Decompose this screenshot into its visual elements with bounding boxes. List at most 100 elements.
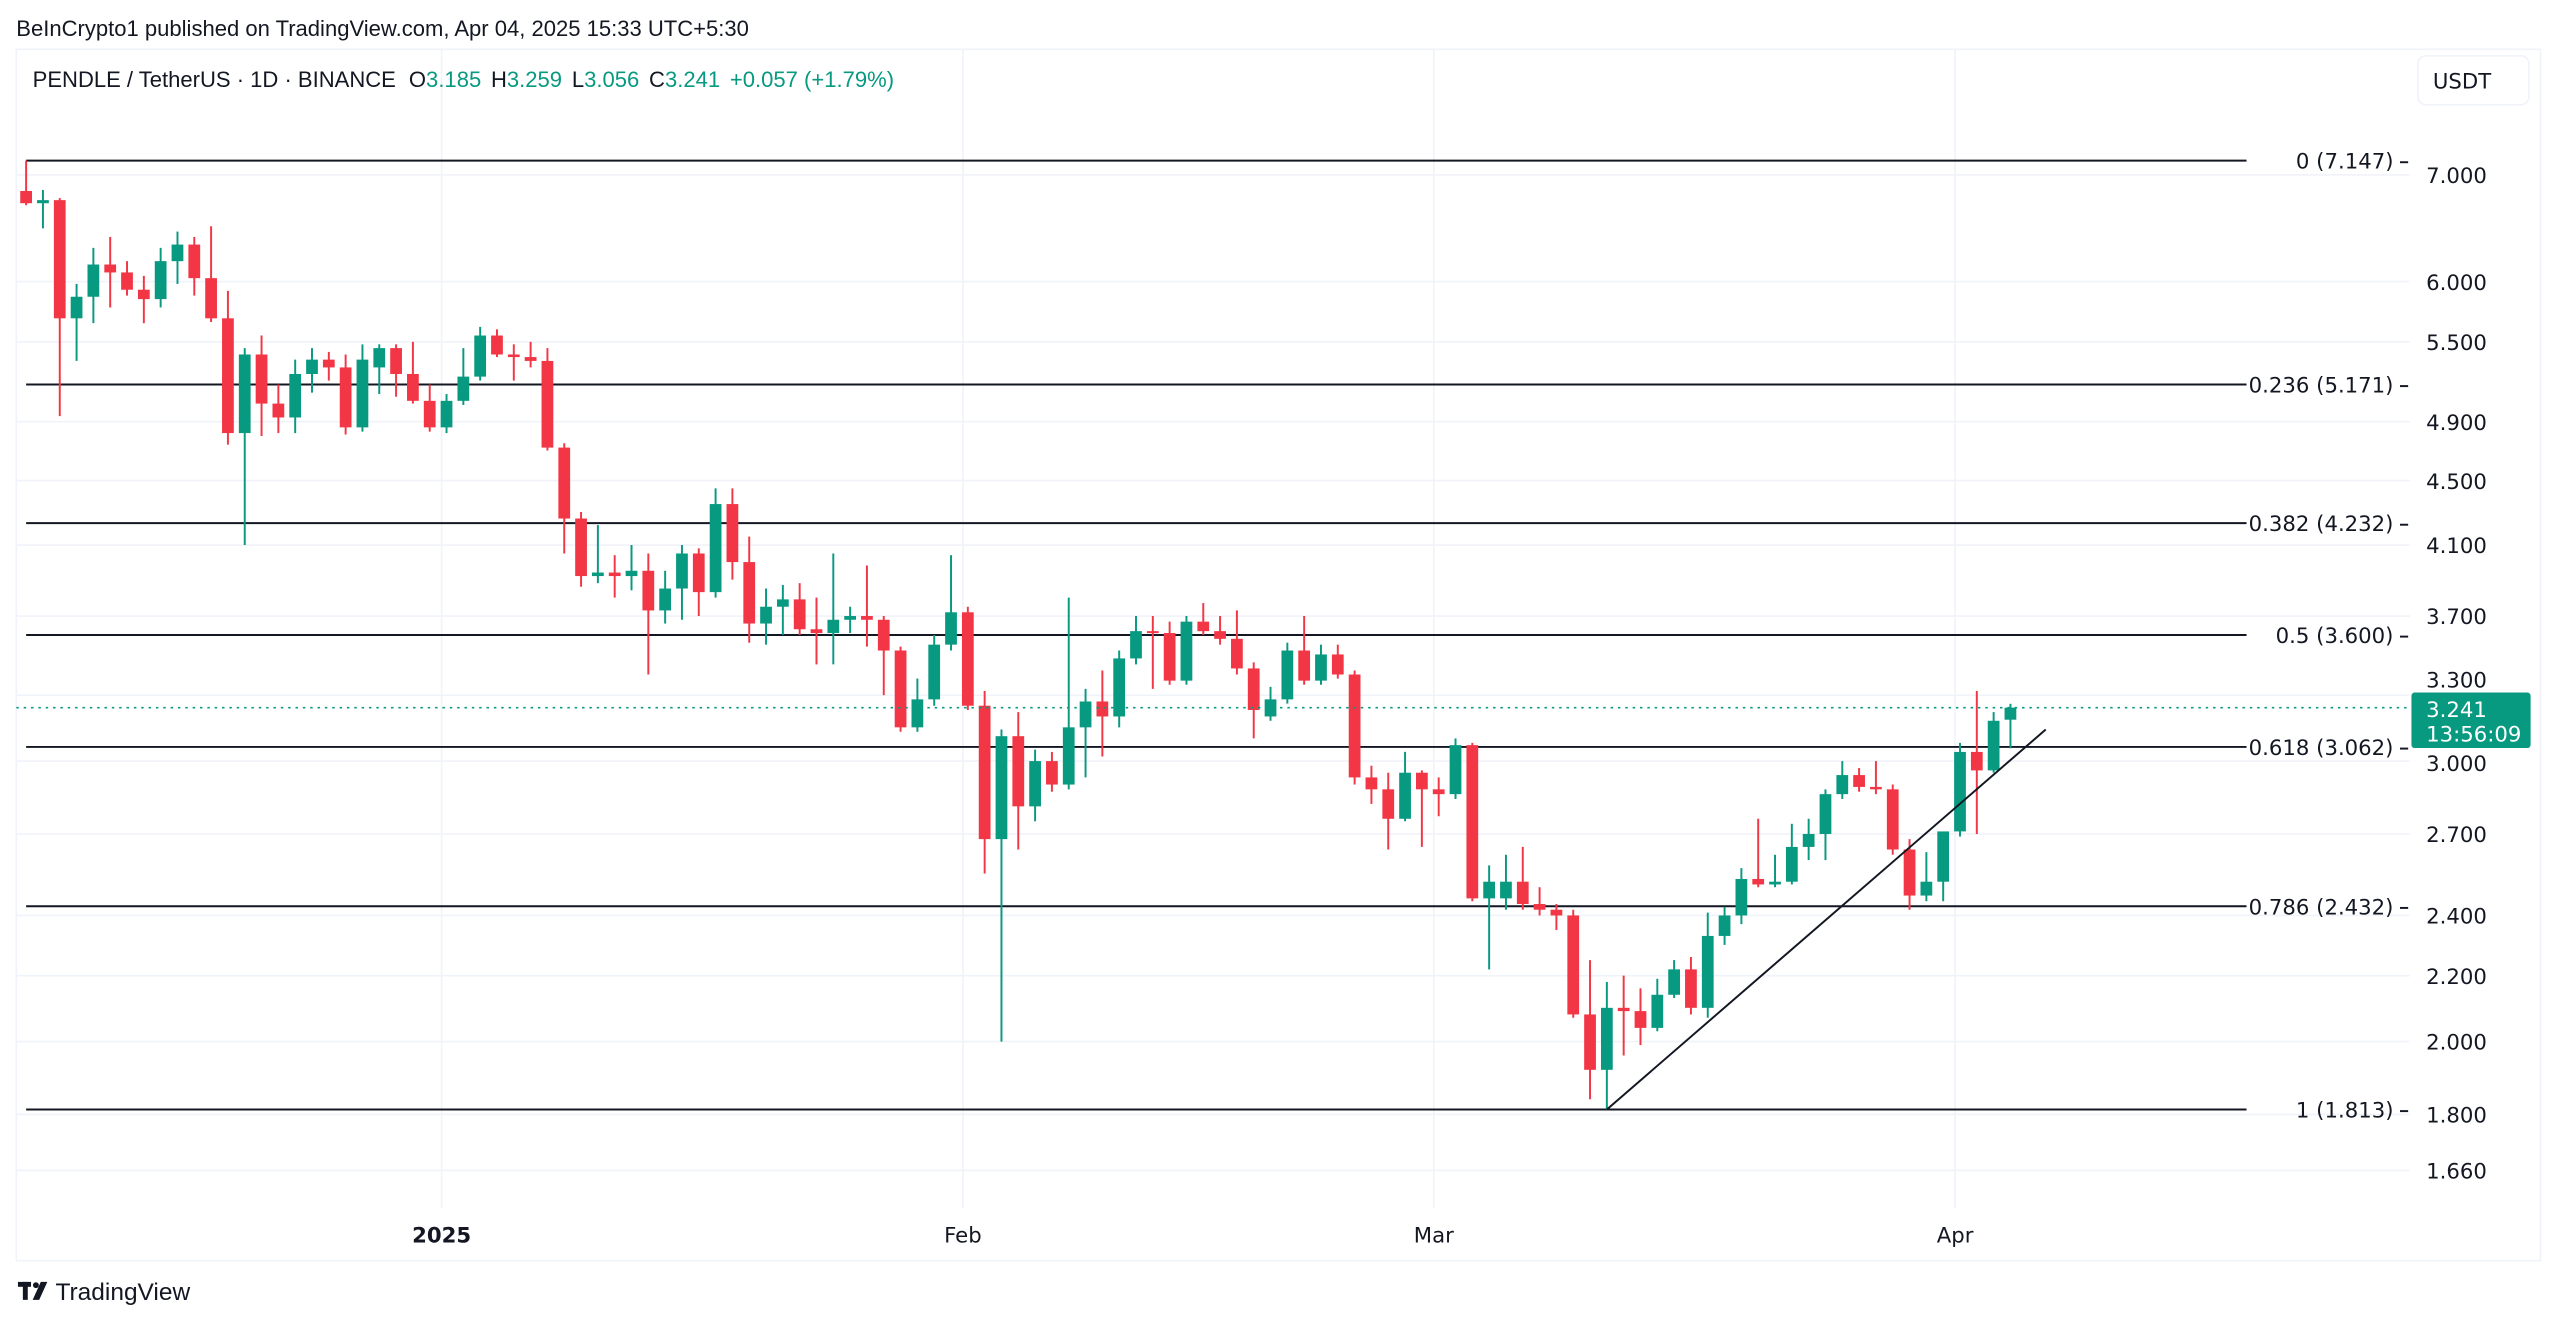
candle-down (1197, 603, 1210, 635)
candle-up (1449, 738, 1462, 800)
candle-down (1584, 960, 1596, 1100)
candle-down (1685, 957, 1697, 1015)
candle-up (356, 344, 369, 432)
candle-up (1836, 761, 1849, 800)
fib-retracement[interactable]: 0 (7.147) 0.236 (5.171) 0.382 (4.232) 0.5 (… (26, 150, 2409, 1124)
candle-up (945, 555, 957, 651)
candle-body (1617, 1007, 1630, 1012)
fib-level-label: 0.382 (4.232) (2249, 512, 2394, 537)
candle-down (1886, 784, 1899, 855)
close-value: 3.241 (665, 67, 720, 92)
candle-down (1096, 670, 1109, 757)
candle-up (1600, 981, 1613, 1110)
candle-body (1886, 789, 1899, 850)
price-tick-label: 3.000 (2426, 752, 2487, 777)
candle-body (1651, 994, 1664, 1028)
candle-up (1180, 616, 1193, 685)
candle-up (676, 545, 688, 620)
fib-level-label: 0 (7.147) (2296, 150, 2394, 175)
candle-body (928, 644, 941, 700)
candle-up (1769, 854, 1781, 888)
candle-down (322, 351, 335, 381)
candle-up (1785, 823, 1798, 885)
candle-body (676, 553, 688, 589)
candle-body (1298, 650, 1311, 681)
candle-body (137, 289, 150, 300)
ascending-trendline[interactable] (1606, 728, 2047, 1111)
candle-body (1853, 775, 1865, 787)
candle-body (1600, 1007, 1613, 1070)
candle-body (407, 373, 419, 401)
candle-body (1970, 751, 1983, 771)
candle-down (524, 341, 537, 368)
candle-body (87, 264, 100, 297)
candle-up (1281, 642, 1294, 704)
currency-button[interactable]: USDT (2417, 54, 2530, 106)
candle-up (911, 678, 924, 732)
candle-up (1819, 789, 1832, 861)
candle-body (491, 335, 503, 355)
candle-body (1281, 650, 1294, 700)
candle-up (1668, 960, 1680, 999)
candle-up (1399, 751, 1411, 822)
candle-body (423, 400, 436, 428)
candle-body (541, 360, 554, 448)
fib-level-label: 1 (1.813) (2296, 1099, 2394, 1124)
candle-body (1954, 751, 1966, 832)
time-tick-label: Feb (944, 1224, 982, 1249)
candle-down (1567, 909, 1580, 1018)
candle-up (1315, 644, 1327, 685)
candle-up (1735, 868, 1748, 925)
candle-down (1466, 742, 1479, 902)
time-axis[interactable]: 2025 Feb Mar Apr (412, 1224, 1974, 1249)
price-axis[interactable]: 7.000 6.000 5.500 4.900 4.500 4.100 3.700 3.300… (2426, 164, 2487, 1184)
candle-up (289, 359, 302, 434)
candle-down (726, 488, 739, 580)
candles (20, 160, 2017, 1110)
candle-down (1348, 670, 1361, 785)
candle-body (894, 650, 907, 728)
candle-down (1516, 846, 1529, 910)
candle-body (642, 570, 655, 611)
candle-up (659, 570, 672, 624)
candle-up (154, 247, 167, 308)
candle-up (474, 326, 487, 381)
candle-down (1231, 610, 1243, 675)
price-tick-label: 5.500 (2426, 331, 2487, 356)
candle-up (238, 348, 251, 546)
time-tick-label: Apr (1937, 1224, 1974, 1249)
time-tick-label: Mar (1414, 1224, 1454, 1249)
candle-down (1752, 818, 1765, 888)
candle-down (1298, 616, 1311, 685)
candle-body (272, 403, 285, 418)
candle-body (507, 354, 520, 358)
candle-up (373, 344, 386, 395)
last-price-label: 3.241 13:56:09 (2411, 692, 2531, 749)
candle-body (1382, 789, 1395, 819)
candle-body (1449, 745, 1462, 795)
candle-body (524, 357, 537, 361)
candle-body (1096, 701, 1109, 717)
candle-body (608, 572, 621, 577)
candle-up (1130, 616, 1142, 665)
candle-body (188, 244, 201, 279)
candle-body (1214, 631, 1226, 639)
candle-body (1163, 633, 1176, 681)
candle-body (995, 736, 1008, 840)
price-tick-label: 7.000 (2426, 164, 2487, 189)
candle-down (1870, 761, 1882, 795)
candle-body (827, 619, 840, 634)
candle-down (861, 565, 873, 647)
price-tick-label: 6.000 (2426, 271, 2487, 296)
candle-body (20, 190, 32, 204)
candle-down (692, 548, 705, 617)
candle-up (1079, 688, 1092, 778)
low-label: L (572, 67, 584, 92)
tradingview-logo-text: TradingView (56, 1279, 191, 1306)
candle-up (995, 729, 1008, 1042)
candle-up (457, 348, 470, 405)
tradingview-logo[interactable]: TradingView (17, 1279, 191, 1306)
candle-down (1550, 904, 1563, 931)
candle-down (961, 606, 974, 710)
